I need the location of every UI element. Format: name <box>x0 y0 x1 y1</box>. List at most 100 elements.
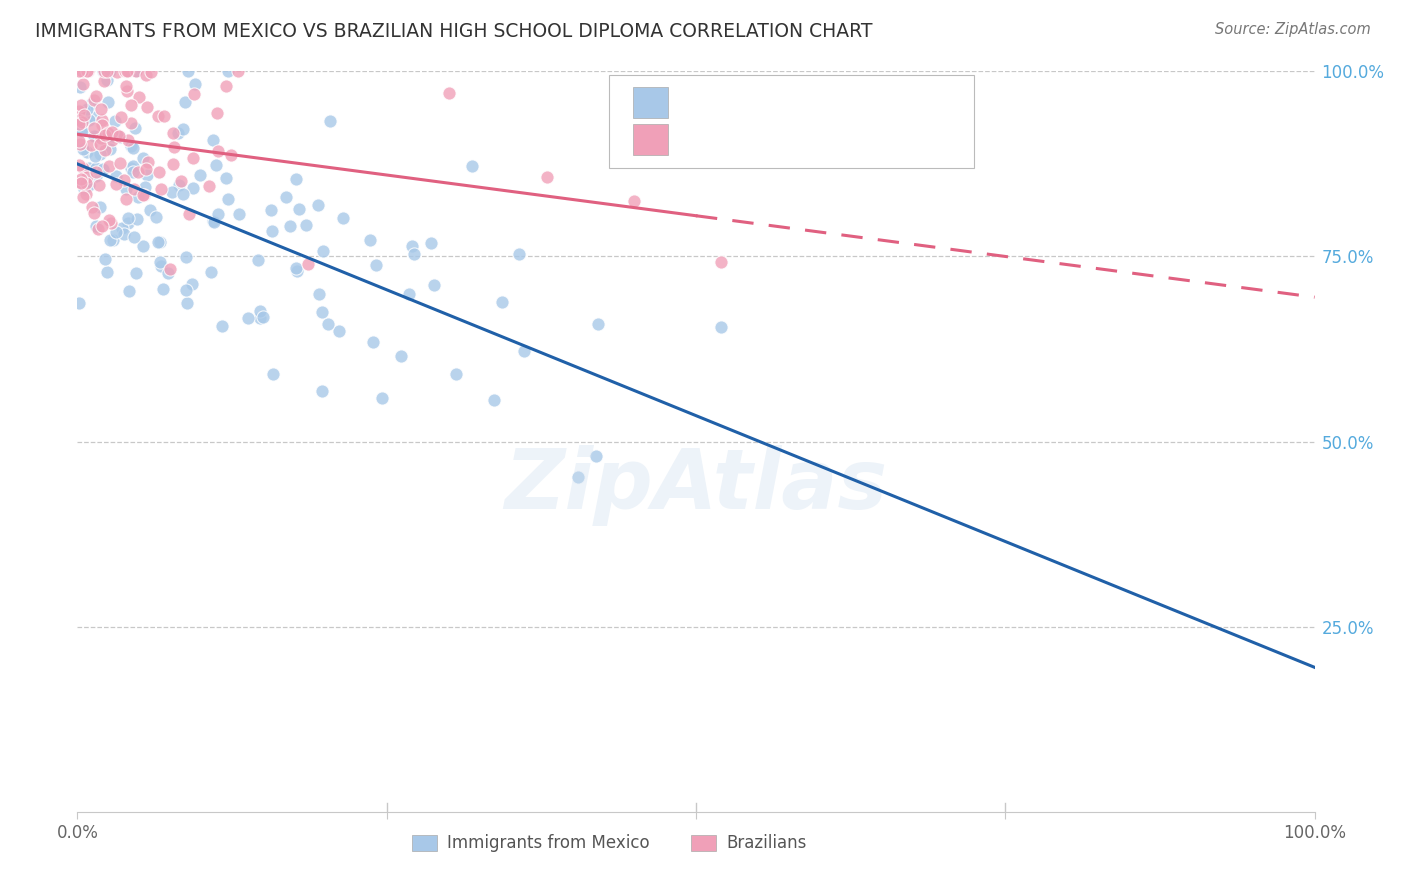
Point <box>121 165 143 179</box>
Point <box>252 310 274 325</box>
Point <box>84 219 107 233</box>
Point <box>90 219 112 234</box>
Point <box>181 277 204 292</box>
Point <box>710 255 733 269</box>
Point <box>76 103 98 117</box>
Point <box>127 189 149 203</box>
Point <box>67 295 90 310</box>
Point <box>72 190 94 204</box>
Point <box>207 207 229 221</box>
Point <box>70 97 93 112</box>
Point <box>100 233 122 247</box>
Point <box>319 113 342 128</box>
Point <box>285 261 308 276</box>
Text: N = 138: N = 138 <box>825 94 894 112</box>
Point <box>217 192 239 206</box>
Point <box>149 182 172 196</box>
Point <box>75 174 97 188</box>
Point <box>94 252 117 267</box>
Point <box>72 108 94 122</box>
Point <box>156 266 179 280</box>
Point <box>285 172 308 186</box>
Point <box>97 136 120 151</box>
Point <box>69 175 91 189</box>
Point <box>117 216 139 230</box>
Point <box>135 162 157 177</box>
Point <box>75 177 97 191</box>
Point <box>328 324 350 338</box>
Point <box>132 188 155 202</box>
Point <box>136 155 159 169</box>
Point <box>249 310 271 325</box>
Point <box>183 181 205 195</box>
Point <box>108 129 131 144</box>
Point <box>419 235 441 250</box>
Point <box>117 133 139 147</box>
Point <box>125 64 148 78</box>
Point <box>110 110 132 124</box>
Point <box>159 262 181 277</box>
Point <box>176 250 198 264</box>
Point <box>398 287 420 301</box>
Point <box>536 169 558 184</box>
Point <box>184 78 207 92</box>
Point <box>134 179 156 194</box>
Point <box>89 200 111 214</box>
Point <box>219 148 242 162</box>
Point <box>285 264 308 278</box>
Point <box>86 129 108 144</box>
Point <box>183 87 205 101</box>
Point <box>80 96 103 111</box>
Point <box>132 152 155 166</box>
Point <box>111 221 134 235</box>
Point <box>311 384 333 398</box>
Point <box>586 318 609 332</box>
Point <box>115 78 138 93</box>
Point <box>172 187 194 202</box>
FancyBboxPatch shape <box>609 75 974 168</box>
Point <box>77 178 100 192</box>
Point <box>437 87 460 101</box>
Point <box>69 80 91 95</box>
Point <box>198 179 221 194</box>
Point <box>104 169 127 184</box>
Point <box>176 295 198 310</box>
Point <box>122 181 145 195</box>
Point <box>89 147 111 161</box>
Point <box>120 115 142 129</box>
Point <box>70 64 93 78</box>
Point <box>80 200 103 214</box>
Point <box>70 123 93 137</box>
Point <box>117 284 139 298</box>
Point <box>73 182 96 196</box>
Point <box>67 134 90 148</box>
Point <box>84 161 107 175</box>
Point <box>401 239 423 253</box>
Point <box>402 247 425 261</box>
Text: IMMIGRANTS FROM MEXICO VS BRAZILIAN HIGH SCHOOL DIPLOMA CORRELATION CHART: IMMIGRANTS FROM MEXICO VS BRAZILIAN HIGH… <box>35 22 873 41</box>
Point <box>104 225 127 239</box>
Point <box>160 185 183 199</box>
Point <box>76 64 98 78</box>
Point <box>83 93 105 107</box>
Point <box>82 110 104 124</box>
Text: R = -0.208: R = -0.208 <box>683 130 773 148</box>
Legend: Immigrants from Mexico, Brazilians: Immigrants from Mexico, Brazilians <box>405 828 813 859</box>
Point <box>262 368 284 382</box>
Point <box>72 114 94 128</box>
Point <box>513 343 536 358</box>
Point <box>98 142 121 156</box>
Point <box>96 265 118 279</box>
Point <box>149 235 172 249</box>
Point <box>179 207 201 221</box>
Point <box>83 149 105 163</box>
Point <box>167 126 190 140</box>
Point <box>122 230 145 244</box>
Point <box>174 283 197 297</box>
Point <box>96 73 118 87</box>
Point <box>297 257 319 271</box>
Point <box>128 89 150 103</box>
Point <box>124 121 146 136</box>
Point <box>75 186 97 201</box>
Point <box>215 78 238 93</box>
